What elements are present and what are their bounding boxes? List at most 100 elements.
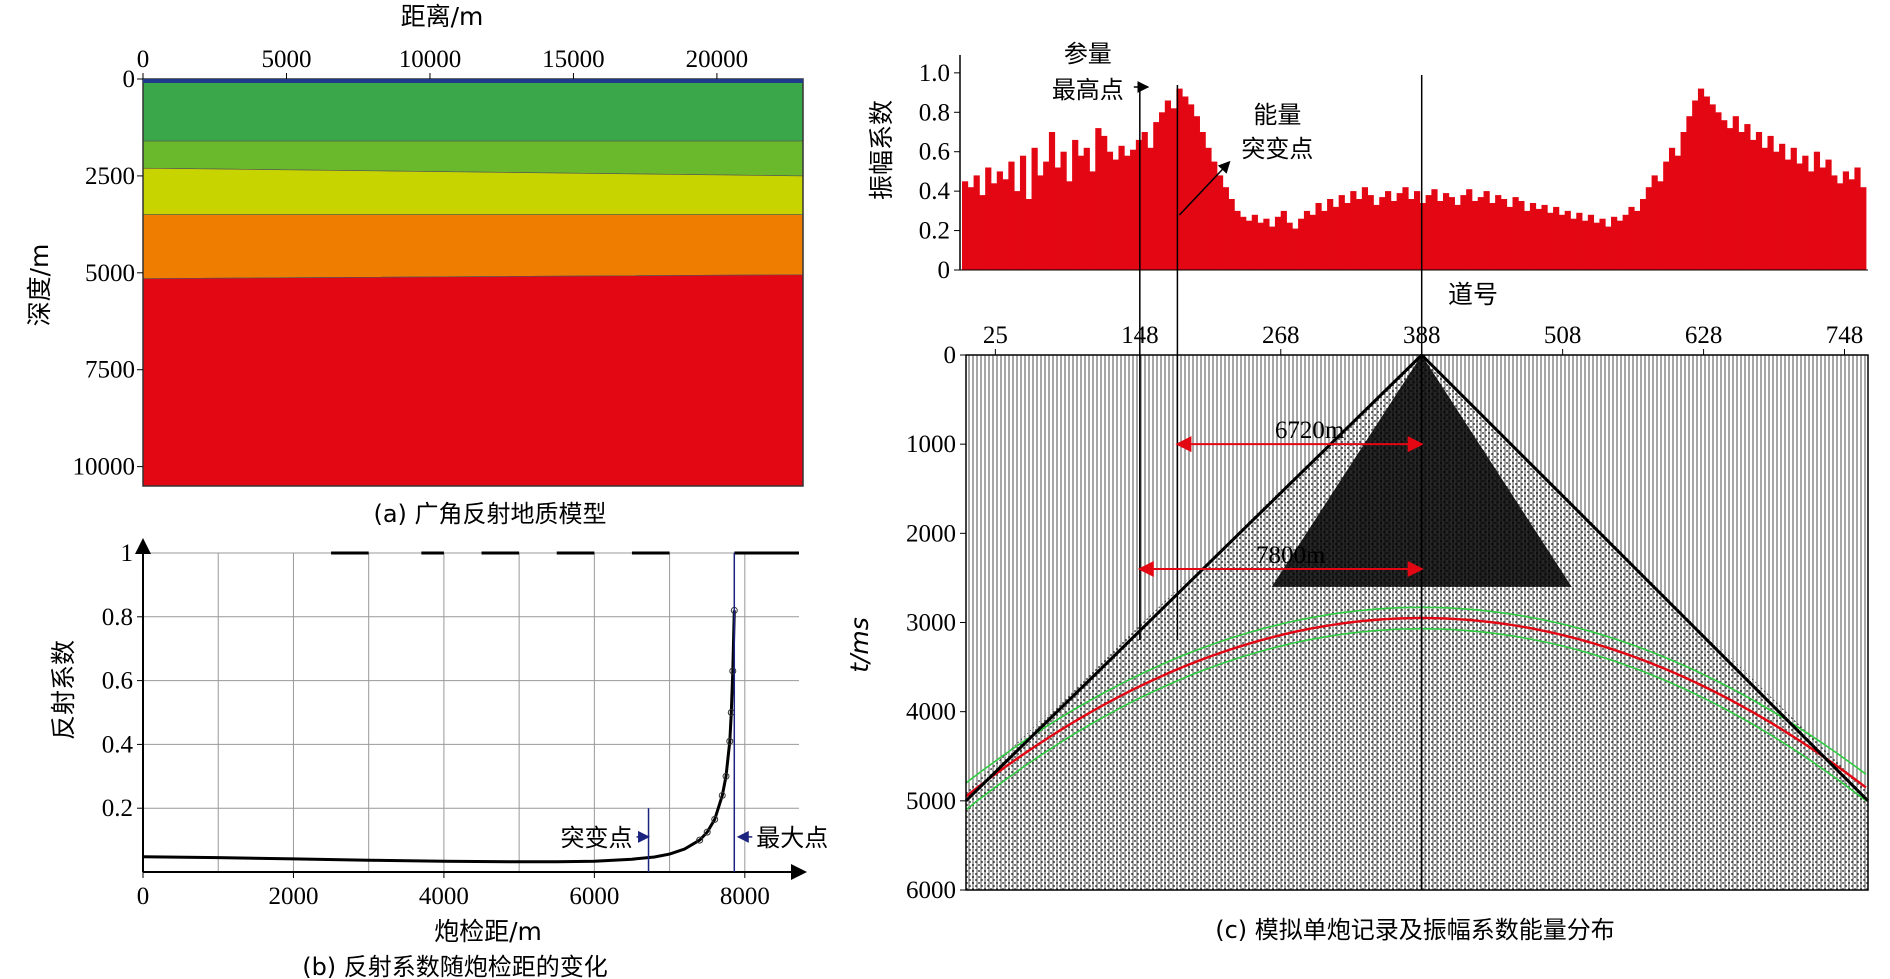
amplitude-bar	[1784, 159, 1792, 270]
panel-b-y-tick-label: 0.6	[102, 668, 133, 695]
amplitude-bar	[1234, 210, 1241, 270]
amplitude-bar	[1657, 181, 1664, 270]
seismic-y-tick-label: 5000	[906, 788, 956, 815]
amplitude-bar	[1808, 171, 1815, 270]
panel-a-y-ticks: 0 2500 5000 7500 10000	[73, 66, 143, 481]
panel-a-x-tick-label: 15000	[542, 46, 605, 73]
amplitude-bar	[1089, 171, 1096, 270]
reflection-red	[965, 616, 1867, 798]
amplitude-bar	[1500, 199, 1508, 270]
panel-b-x-tick-label: 2000	[268, 883, 318, 910]
amplitude-bar	[1332, 206, 1340, 270]
amplitude-bar	[1211, 161, 1218, 270]
offset-label: 7800m	[1256, 542, 1326, 569]
amplitude-bar	[1054, 167, 1061, 270]
amplitude-bar	[1796, 163, 1803, 270]
seismic-x-tick-label: 508	[1544, 322, 1582, 349]
seismic-y-tick-label: 3000	[906, 610, 956, 637]
panel-c-bars	[962, 88, 1867, 271]
panel-b-x-ticks: 0 2000 4000 6000 8000	[137, 872, 770, 910]
seismic-x-tick-label: 25	[983, 322, 1008, 349]
panel-a-ylabel: 深度/m	[25, 244, 54, 327]
bar-y-tick-label: 1.0	[919, 60, 950, 87]
seismic-y-tick-label: 0	[944, 342, 957, 369]
amplitude-bar	[1228, 199, 1235, 270]
model-layer-1	[142, 78, 804, 142]
seismic-y-tick-label: 6000	[906, 877, 956, 904]
amplitude-bar	[985, 167, 992, 270]
amplitude-bar	[1721, 120, 1728, 270]
amplitude-bar	[1564, 210, 1571, 270]
panel-b-data-point	[711, 815, 719, 823]
amplitude-bar	[1315, 203, 1322, 270]
seismic-y-ticks: 0 1000 2000 3000 4000 5000 6000	[906, 342, 966, 904]
amplitude-bar	[1159, 112, 1166, 270]
amplitude-bar	[1813, 151, 1821, 270]
amplitude-bar	[1419, 203, 1426, 270]
bar-y-tick-label: 0.6	[919, 139, 950, 166]
amplitude-bar	[1703, 96, 1710, 270]
amplitude-bar	[1448, 197, 1455, 270]
amplitude-bar	[1298, 218, 1305, 270]
reflection-lower-green	[965, 627, 1867, 811]
amplitude-bar	[1587, 214, 1595, 270]
amplitude-bar	[996, 171, 1003, 270]
amplitude-bar	[1216, 175, 1224, 270]
amplitude-bar	[1761, 147, 1768, 270]
amplitude-bar	[1112, 159, 1119, 270]
panel-a-caption: (a) 广角反射地质模型	[373, 500, 606, 528]
amplitude-bar	[1286, 222, 1293, 270]
amplitude-bar	[1072, 139, 1079, 270]
amplitude-bar	[1130, 149, 1137, 270]
panel-b-caption: (b) 反射系数随炮检距的变化	[302, 953, 608, 979]
seismic-x-tick-label: 268	[1262, 322, 1300, 349]
amplitude-bar	[1680, 132, 1687, 270]
amplitude-bar	[1558, 214, 1566, 270]
panel-c-amplitude-bars: 0 0.2 0.4 0.6 0.8 1.0 振幅系数 道号	[867, 55, 1868, 309]
panel-b-reflection-line	[142, 610, 736, 864]
panel-b-annotations: 突变点 最大点	[561, 553, 828, 872]
amplitude-bar	[1222, 187, 1229, 270]
amplitude-bar	[967, 187, 974, 270]
amplitude-bar	[1083, 147, 1090, 270]
panel-a-x-tick-label: 10000	[399, 46, 462, 73]
amplitude-bar	[979, 195, 986, 270]
amplitude-bar	[1344, 203, 1351, 270]
amplitude-bar	[1043, 161, 1050, 270]
amplitude-bar	[1101, 135, 1108, 270]
amplitude-bar	[1425, 195, 1432, 270]
seismic-ylabel: t/ms	[845, 617, 874, 673]
amplitude-bar	[1831, 175, 1838, 270]
seismic-y-tick-label: 4000	[906, 699, 956, 726]
amplitude-bar	[1616, 220, 1624, 270]
panel-b-y-tick-label: 0.4	[102, 731, 134, 758]
seismic-x-tick-label: 628	[1685, 322, 1723, 349]
amplitude-bar	[1570, 218, 1577, 270]
amplitude-bar	[1860, 187, 1867, 270]
amplitude-bar	[1576, 212, 1583, 270]
amplitude-bar	[1692, 100, 1699, 270]
amplitude-bar	[1634, 210, 1641, 270]
amplitude-bar	[1518, 201, 1525, 270]
panel-a-layers	[142, 78, 804, 487]
amplitude-bar	[1141, 132, 1148, 270]
seismic-marker-lines	[1139, 75, 1423, 890]
seismic-x-tick-label: 748	[1826, 322, 1864, 349]
amplitude-bar	[1825, 159, 1832, 270]
amplitude-bar	[1819, 167, 1826, 270]
amplitude-bar	[1251, 214, 1258, 270]
amplitude-bar	[1182, 96, 1189, 270]
panel-b-curve	[142, 551, 799, 864]
panel-a-x-tick-label: 5000	[261, 46, 311, 73]
amplitude-bar	[1338, 195, 1345, 270]
panel-a-y-tick-label: 0	[123, 66, 136, 93]
panel-a-y-tick-label: 7500	[85, 357, 135, 384]
amplitude-bar	[1385, 191, 1392, 270]
model-layer-3	[142, 167, 804, 215]
amplitude-bar	[1188, 104, 1195, 271]
amplitude-bar	[1060, 151, 1067, 270]
amplitude-bar	[1002, 179, 1009, 270]
panel-c-bar-xlabel: 道号	[1448, 280, 1498, 309]
amplitude-bar	[1025, 199, 1032, 270]
amplitude-bar	[1309, 214, 1316, 270]
